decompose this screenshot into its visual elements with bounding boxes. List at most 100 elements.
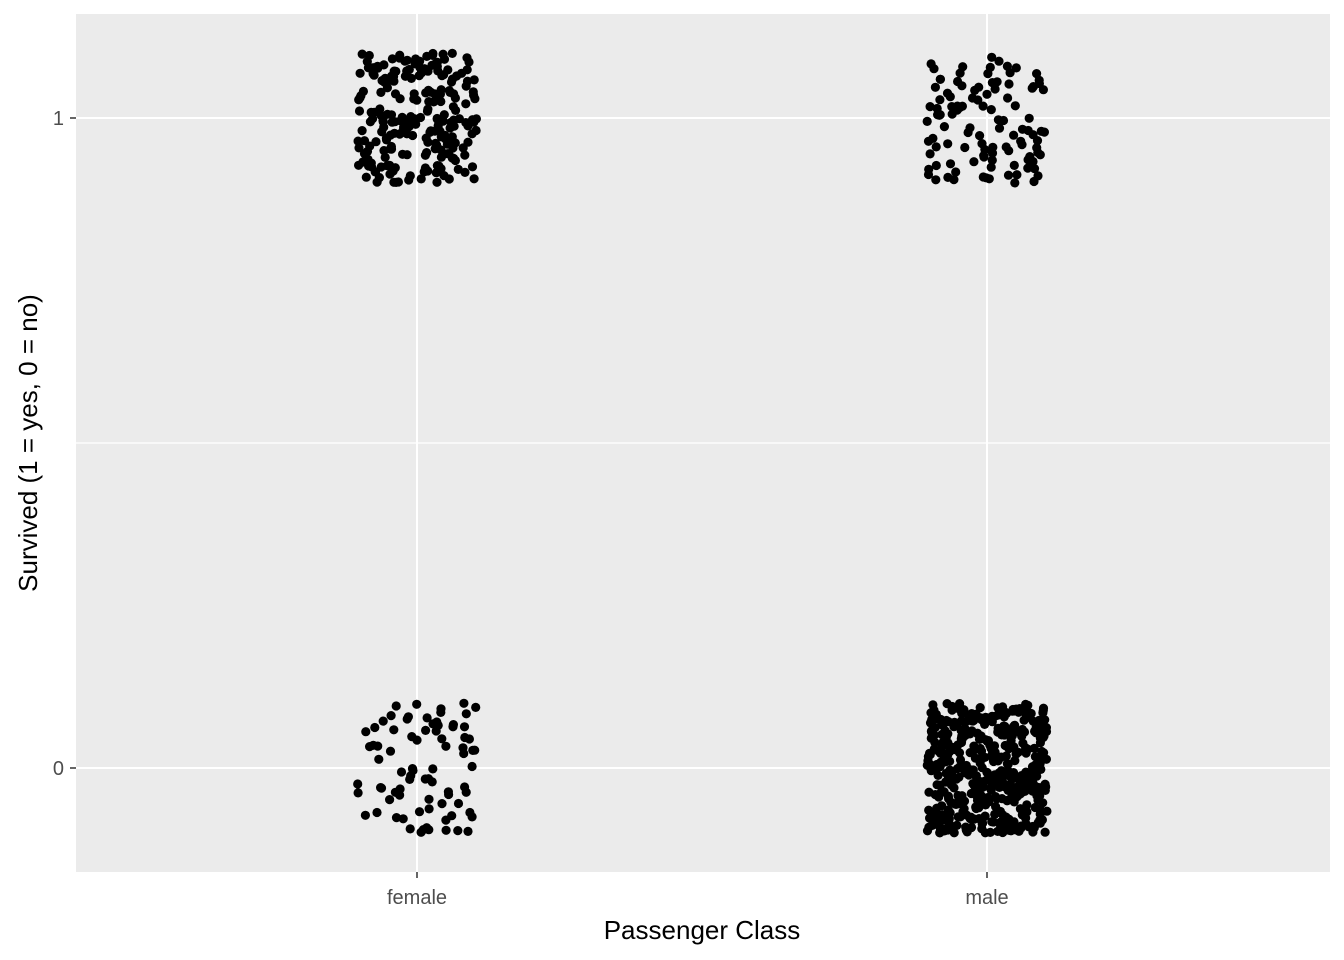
data-point xyxy=(989,756,999,767)
data-point xyxy=(462,65,472,75)
data-point xyxy=(436,152,446,162)
data-point xyxy=(928,700,938,710)
data-point xyxy=(994,123,1005,133)
data-point xyxy=(418,825,428,835)
data-point xyxy=(943,172,953,182)
y-axis: 01 xyxy=(53,108,76,780)
data-point xyxy=(955,755,966,765)
data-point xyxy=(376,87,386,97)
data-point xyxy=(405,171,415,181)
data-point xyxy=(1037,815,1047,825)
data-point xyxy=(1010,101,1020,111)
data-point xyxy=(990,84,1000,94)
data-point xyxy=(958,62,968,72)
data-point xyxy=(354,143,364,153)
data-point xyxy=(447,811,457,821)
data-point xyxy=(980,811,990,821)
data-point xyxy=(940,735,950,745)
data-point xyxy=(420,150,430,160)
data-point xyxy=(436,96,446,107)
data-point xyxy=(974,82,984,92)
data-point xyxy=(981,712,991,722)
data-point xyxy=(427,777,437,787)
data-point xyxy=(956,705,966,715)
data-point xyxy=(957,81,967,91)
data-point xyxy=(400,71,410,81)
data-point xyxy=(359,149,370,159)
data-point xyxy=(436,85,446,95)
data-point xyxy=(387,117,397,127)
data-point xyxy=(941,777,951,787)
data-point xyxy=(391,701,401,711)
data-point xyxy=(445,123,455,133)
data-point xyxy=(938,749,948,759)
data-point xyxy=(461,709,471,719)
data-point xyxy=(458,743,468,753)
data-point xyxy=(995,806,1006,817)
data-point xyxy=(982,89,992,99)
data-point xyxy=(1010,720,1020,730)
x-axis-title: Passenger Class xyxy=(604,915,801,945)
data-point xyxy=(426,126,436,136)
data-point xyxy=(415,112,426,123)
data-point xyxy=(965,814,975,824)
x-tick-label: male xyxy=(965,887,1008,909)
data-point xyxy=(395,790,405,800)
data-point xyxy=(369,70,379,80)
data-point xyxy=(967,709,977,719)
data-point xyxy=(985,827,995,838)
data-point xyxy=(414,71,424,81)
data-point xyxy=(419,64,430,74)
data-point xyxy=(386,711,396,721)
data-point xyxy=(411,119,421,129)
data-point xyxy=(448,720,458,730)
data-point xyxy=(357,126,367,136)
data-point xyxy=(957,716,967,726)
data-point xyxy=(957,791,967,801)
data-point xyxy=(358,86,368,96)
major-gridlines xyxy=(76,14,1330,872)
data-point xyxy=(938,716,948,726)
data-point xyxy=(391,177,401,187)
data-point xyxy=(925,102,935,112)
data-point xyxy=(462,76,473,86)
data-point xyxy=(389,128,400,138)
data-point xyxy=(1011,63,1021,73)
data-point xyxy=(423,104,433,114)
data-point xyxy=(923,752,934,762)
data-point xyxy=(443,65,453,75)
data-point xyxy=(364,50,374,61)
data-point xyxy=(1040,827,1050,837)
data-point xyxy=(924,805,934,815)
data-point xyxy=(924,787,934,797)
data-point xyxy=(969,157,979,167)
data-point xyxy=(1038,708,1048,718)
data-point xyxy=(923,169,934,180)
data-point xyxy=(1039,748,1049,758)
data-point xyxy=(1009,706,1019,716)
data-point xyxy=(927,714,937,725)
data-point xyxy=(439,54,450,64)
data-point xyxy=(354,106,365,116)
data-point xyxy=(981,735,991,745)
data-point xyxy=(945,159,956,169)
data-point xyxy=(431,726,441,736)
y-axis-title: Survived (1 = yes, 0 = no) xyxy=(13,294,43,592)
data-point xyxy=(361,172,371,182)
data-point xyxy=(370,722,380,733)
data-point xyxy=(987,155,997,165)
data-point xyxy=(970,753,981,763)
data-point xyxy=(420,163,430,173)
data-point xyxy=(365,141,375,151)
data-point xyxy=(446,77,457,87)
data-point xyxy=(380,77,390,87)
data-point xyxy=(1021,710,1031,720)
data-point xyxy=(1027,83,1037,93)
data-point xyxy=(1021,743,1031,753)
data-point xyxy=(969,715,979,726)
data-point xyxy=(385,144,395,154)
data-point xyxy=(966,823,976,833)
data-point xyxy=(951,745,961,755)
data-point xyxy=(1029,176,1039,187)
data-point xyxy=(944,814,954,824)
